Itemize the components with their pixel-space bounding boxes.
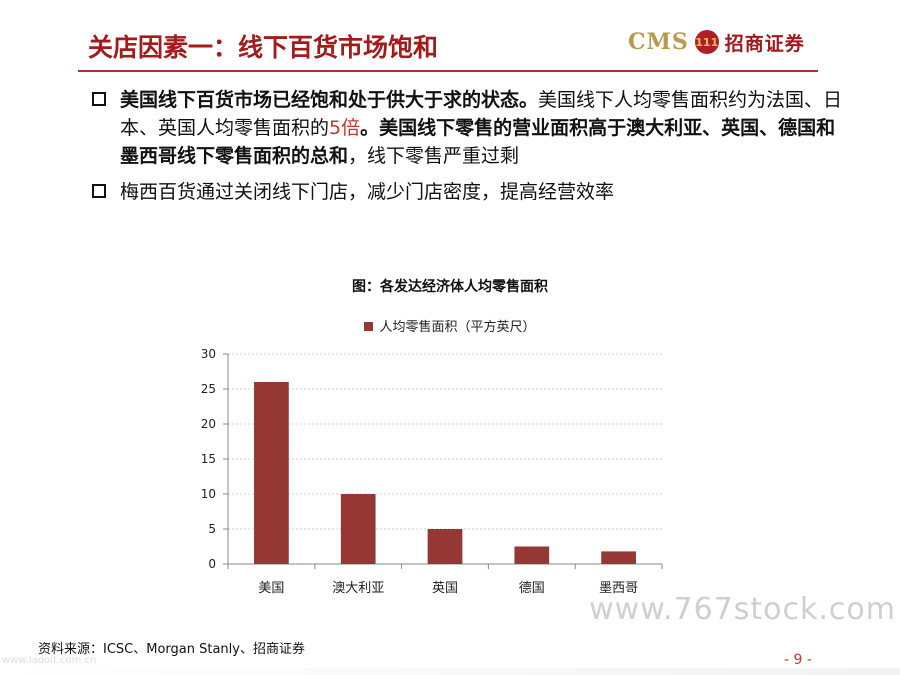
bullet-2-part-1: 梅西百货通过关闭线下门店，减少门店密度，提高经营效率 xyxy=(120,181,615,203)
y-tick-label: 20 xyxy=(201,417,216,431)
y-tick-label: 30 xyxy=(201,347,216,361)
legend-swatch xyxy=(364,322,374,331)
chart-title: 图：各发达经济体人均零售面积 xyxy=(352,279,548,295)
bar-2 xyxy=(340,494,376,564)
checkbox-bullet-icon xyxy=(92,184,106,198)
x-tick-label: 澳大利亚 xyxy=(332,580,384,596)
x-tick-label: 墨西哥 xyxy=(599,581,638,596)
bullet-item-2: 梅西百货通过关闭线下门店，减少门店密度，提高经营效率 xyxy=(88,178,848,206)
legend-label: 人均零售面积（平方英尺） xyxy=(379,320,536,335)
watermark-text: www.767stock.com xyxy=(589,592,896,627)
y-tick-label: 25 xyxy=(201,382,216,396)
title-divider xyxy=(78,70,818,72)
chart-legend: 人均零售面积（平方英尺） xyxy=(0,316,900,335)
bullet-1-part-5: ，线下零售严重过剩 xyxy=(348,145,520,167)
bullet-list: 美国线下百货市场已经饱和处于供大于求的状态。美国线下人均零售面积约为法国、日本、… xyxy=(88,86,848,214)
slide-title: 关店因素一：线下百货市场饱和 xyxy=(88,33,439,62)
logo-cms-text: CMS xyxy=(628,29,689,55)
bottom-band xyxy=(0,668,900,675)
watermark-small-text: www.ladolt.com.cn xyxy=(2,655,97,666)
logo-badge-icon: 111 xyxy=(694,30,719,54)
bullet-item-1: 美国线下百货市场已经饱和处于供大于求的状态。美国线下人均零售面积约为法国、日本、… xyxy=(88,86,848,170)
x-tick-label: 英国 xyxy=(432,581,458,596)
y-tick-label: 15 xyxy=(201,452,216,466)
y-tick-label: 5 xyxy=(208,522,216,536)
bullet-1-part-3: 5倍 xyxy=(329,117,361,139)
y-tick-label: 0 xyxy=(208,557,216,571)
bullet-1-part-2: 美国线下人均零售面积约为法国、日本、英国人均零售面积的 xyxy=(120,89,843,139)
bar-4 xyxy=(514,546,550,564)
checkbox-bullet-icon xyxy=(92,92,106,106)
y-tick-label: 10 xyxy=(201,487,216,501)
bar-chart: 0 5 10 15 20 25 30 美国 澳大利亚 英国 德国 墨西哥 xyxy=(201,347,663,596)
x-tick-label: 美国 xyxy=(258,581,284,596)
bullet-1-part-4: 。美国线下零售的营业面积高于澳大利亚、英国、德国和墨西哥线下零售面积的总和 xyxy=(120,117,836,167)
source-note: 资料来源：ICSC、Morgan Stanly、招商证券 xyxy=(38,642,305,657)
bar-3 xyxy=(427,529,463,564)
bullet-1-part-1: 美国线下百货市场已经饱和处于供大于求的状态。 xyxy=(120,89,539,111)
page-number: - 9 - xyxy=(784,652,812,668)
company-logo: CMS 111 招商证券 xyxy=(628,24,805,60)
x-tick-label: 德国 xyxy=(519,581,545,596)
bar-5 xyxy=(601,551,636,564)
bar-1 xyxy=(254,382,289,564)
logo-cn-text: 招商证券 xyxy=(724,32,805,55)
